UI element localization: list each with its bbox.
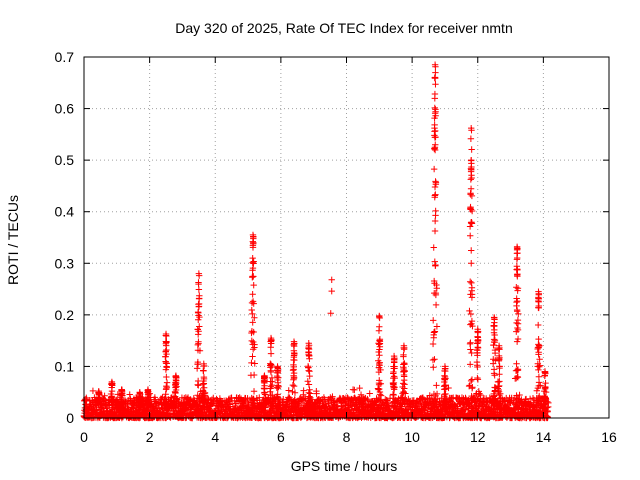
data-point xyxy=(316,400,323,407)
y-tick-label: 0.3 xyxy=(55,255,75,271)
x-tick-label: 2 xyxy=(146,429,154,445)
data-point xyxy=(364,395,371,403)
data-point xyxy=(226,398,233,405)
data-point xyxy=(193,398,200,406)
data-point xyxy=(182,405,189,412)
data-point xyxy=(313,390,320,397)
data-point xyxy=(101,392,108,400)
data-point xyxy=(286,394,293,401)
data-point xyxy=(187,396,194,403)
data-point xyxy=(89,387,97,395)
data-point xyxy=(172,404,179,411)
data-point xyxy=(256,394,263,401)
y-tick-label: 0.7 xyxy=(55,49,75,65)
y-tick-label: 0.5 xyxy=(55,152,75,168)
y-tick-label: 0 xyxy=(66,410,74,426)
data-point xyxy=(364,397,372,404)
data-point xyxy=(181,394,188,402)
data-point xyxy=(104,407,111,414)
x-tick-label: 8 xyxy=(343,429,351,445)
data-point xyxy=(126,391,133,398)
y-tick-label: 0.2 xyxy=(55,307,75,323)
data-point xyxy=(83,396,90,403)
data-points xyxy=(80,61,552,422)
x-tick-label: 14 xyxy=(536,429,552,445)
x-axis-label: GPS time / hours xyxy=(291,458,398,474)
y-tick-label: 0.6 xyxy=(55,101,75,117)
y-axis-label: ROTI / TECUs xyxy=(5,195,21,285)
x-tick-label: 10 xyxy=(404,429,420,445)
data-point xyxy=(357,391,365,398)
x-tick-label: 4 xyxy=(211,429,219,445)
data-point xyxy=(366,390,373,397)
data-point xyxy=(300,387,307,394)
data-point xyxy=(285,387,292,394)
x-tick-label: 0 xyxy=(80,429,88,445)
data-point xyxy=(152,396,159,403)
y-tick-label: 0.4 xyxy=(55,204,75,220)
x-tick-label: 12 xyxy=(470,429,486,445)
y-tick-label: 0.1 xyxy=(55,358,75,374)
x-tick-label: 6 xyxy=(277,429,285,445)
data-point xyxy=(322,404,330,412)
data-point xyxy=(210,394,217,402)
data-point xyxy=(329,393,336,400)
chart-title: Day 320 of 2025, Rate Of TEC Index for r… xyxy=(175,20,512,36)
x-tick-label: 16 xyxy=(601,429,617,445)
